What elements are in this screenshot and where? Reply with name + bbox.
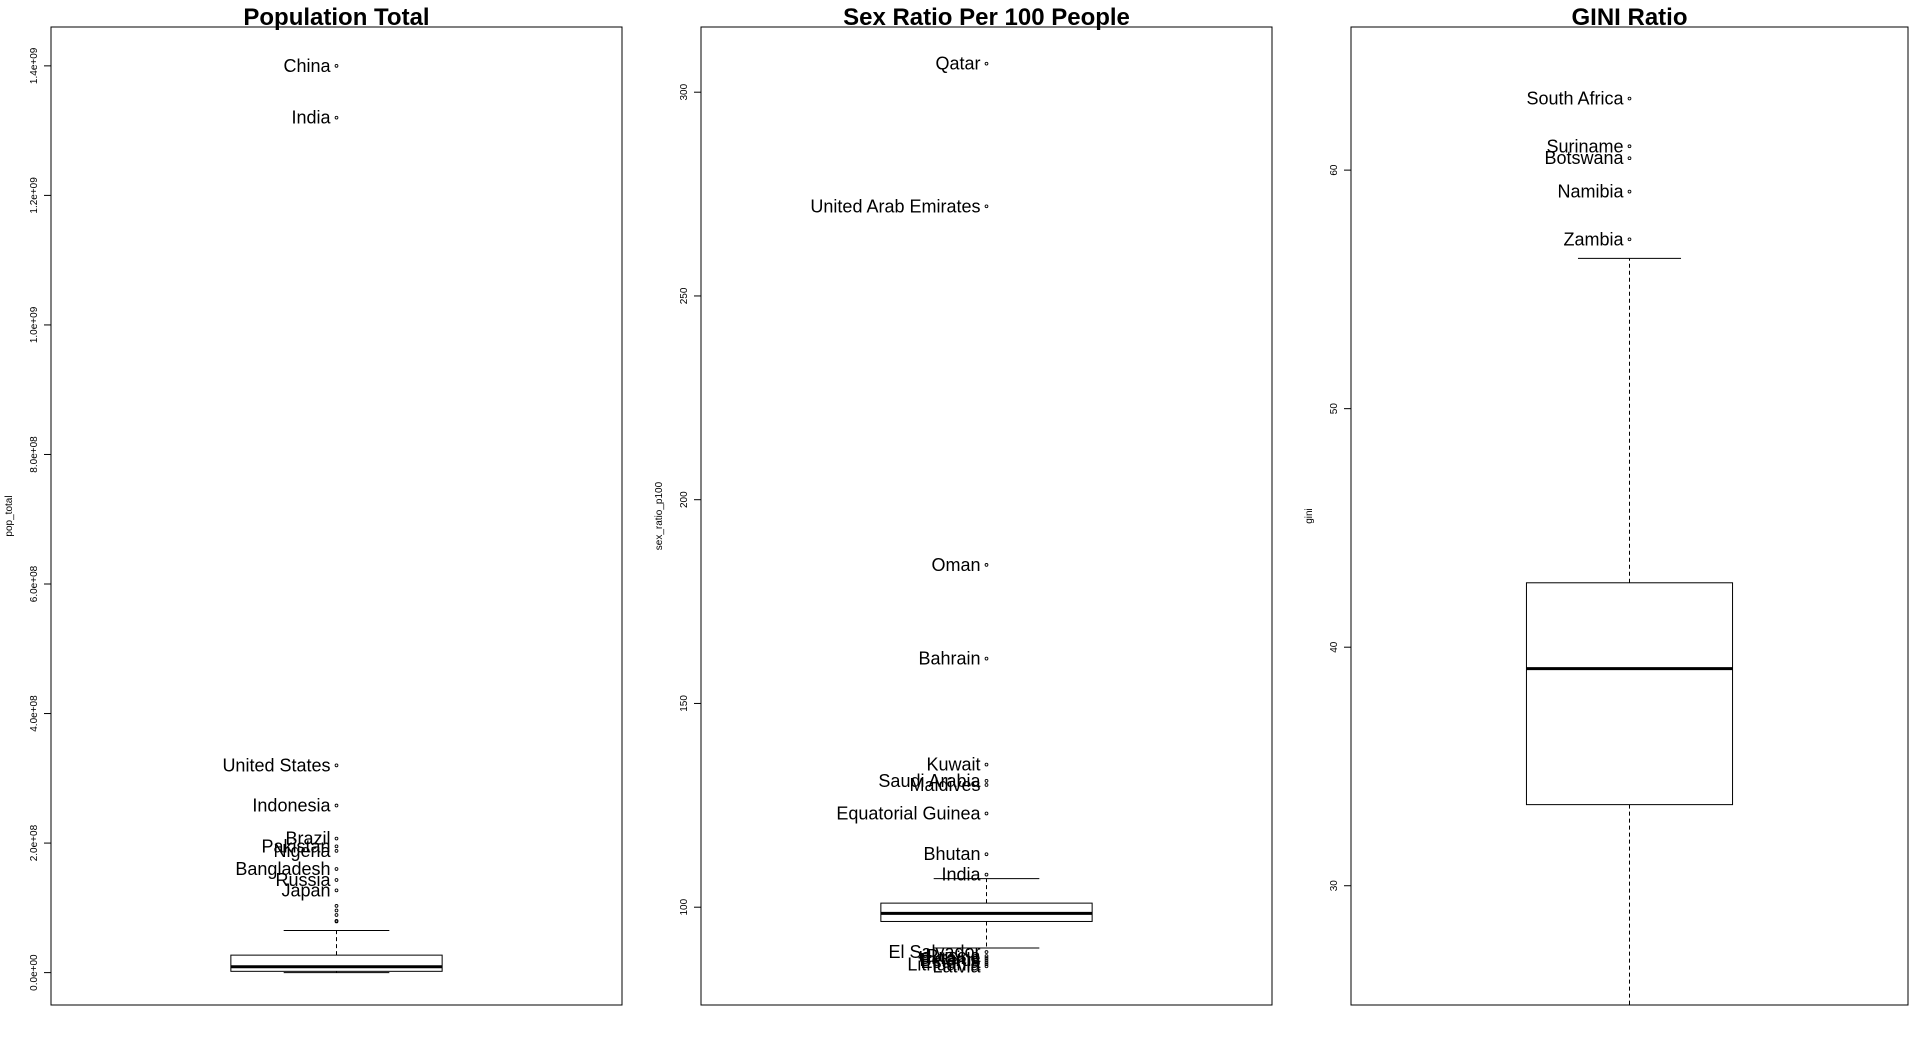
y-axis-label: pop_total [4,495,15,536]
outlier-label: Qatar [935,54,980,74]
y-tick-label: 300 [679,83,690,100]
outlier-point [984,958,989,963]
outlier-label: Lithuania [907,954,981,974]
outlier-point [984,872,989,877]
outlier-point [334,64,339,68]
outlier-point [334,803,339,808]
y-tick-label: 4.0e+08 [29,695,40,732]
outlier-point [984,950,989,954]
outlier-label: Indonesia [252,796,331,816]
outlier-label: Bahrain [918,649,980,669]
outlier-label: Saudi Arabia [878,771,981,791]
outlier-label: Latvia [932,956,981,976]
outlier-label: Ukraine [918,948,980,968]
y-tick-label: 1.2e+09 [29,177,40,214]
outlier-point [1627,237,1632,242]
outlier-point [334,867,339,871]
boxplot-panel-2: Sex Ratio Per 100 People sex_ratio_p100 10… [654,4,1273,1006]
outlier-point [984,964,989,969]
outlier-point [334,878,339,882]
outlier-point [984,563,989,567]
outlier-point [1627,96,1632,101]
outlier-label: Namibia [1557,182,1624,202]
boxplot-panel-3: GINI Ratio gini 30 40 50 60 South Africa Surina… [1304,4,1909,1006]
outlier-label: Japan [281,880,330,900]
outlier-point [984,962,989,967]
y-tick-label: 0.0e+00 [29,954,40,991]
box-iqr [1525,582,1734,806]
outlier-point [984,204,989,209]
outlier-label: Belarus [919,950,980,970]
outlier-label: Bhutan [923,844,980,864]
outlier-label: Russia [925,946,981,966]
y-tick-label: 8.0e+08 [29,436,40,473]
outlier-label: Estonia [920,952,981,972]
chart-title: Population Total [243,4,429,31]
outlier-point [334,836,339,841]
outlier-point [984,762,989,767]
plot-frame [700,26,1273,1006]
outlier-point [334,908,339,913]
outlier-point [984,61,989,66]
outlier-label: Pakistan [261,836,330,856]
outlier-label: South Africa [1526,89,1624,109]
outlier-point [984,852,989,857]
outlier-label: Botswana [1544,148,1624,168]
boxplot-panel-1: Population Total pop_total 0.0e+00 2.0e+08 4… [4,4,623,1006]
outlier-point [984,954,989,958]
y-tick-label: 6.0e+08 [29,565,40,602]
outlier-point [984,779,989,783]
y-tick-label: 1.0e+09 [29,306,40,343]
outlier-label: Oman [931,555,980,575]
outlier-label: El Salvador [888,942,980,962]
outlier-point [1627,144,1632,149]
outlier-label: Nigeria [273,841,331,861]
y-tick-label: 60 [1329,164,1340,176]
outlier-point [334,115,339,120]
outlier-point [1627,156,1632,161]
plot-frame [50,26,623,1006]
box-iqr [230,954,443,972]
outlier-label: United Arab Emirates [810,196,980,216]
chart-title: GINI Ratio [1571,4,1687,31]
outlier-point [984,960,989,965]
y-tick-label: 50 [1329,403,1340,415]
y-axis-label: sex_ratio_p100 [654,481,665,550]
outlier-label: Brazil [285,829,330,849]
y-axis-label: gini [1304,508,1315,524]
y-tick-label: 100 [679,898,690,915]
y-tick-label: 30 [1329,880,1340,892]
outlier-label: Suriname [1546,136,1623,156]
outlier-point [334,763,339,768]
outlier-point [334,904,339,908]
outlier-label: India [291,108,331,128]
y-tick-label: 250 [679,287,690,304]
y-tick-label: 2.0e+08 [29,824,40,861]
y-tick-label: 40 [1329,641,1340,653]
outlier-label: Russia [275,870,331,890]
outlier-point [984,956,989,960]
y-tick-label: 200 [679,491,690,508]
outlier-point [984,783,989,787]
outlier-point [1627,189,1632,194]
outlier-point [984,811,989,816]
outlier-label: Zambia [1563,229,1624,249]
outlier-label: Bangladesh [235,859,330,879]
outlier-point [334,849,339,853]
outlier-label: India [941,865,981,885]
outlier-point [334,913,339,917]
outlier-point [334,888,339,893]
outlier-label: Kuwait [926,755,980,775]
outlier-label: Maldives [909,775,980,795]
y-tick-label: 1.4e+09 [29,47,40,84]
y-tick-label: 150 [679,695,690,712]
outlier-label: China [283,56,331,76]
outlier-label: United States [222,755,330,775]
chart-title: Sex Ratio Per 100 People [843,4,1130,31]
outlier-point [984,656,989,661]
outlier-point [334,844,339,849]
outlier-label: Equatorial Guinea [836,803,981,823]
outlier-point [334,919,339,924]
